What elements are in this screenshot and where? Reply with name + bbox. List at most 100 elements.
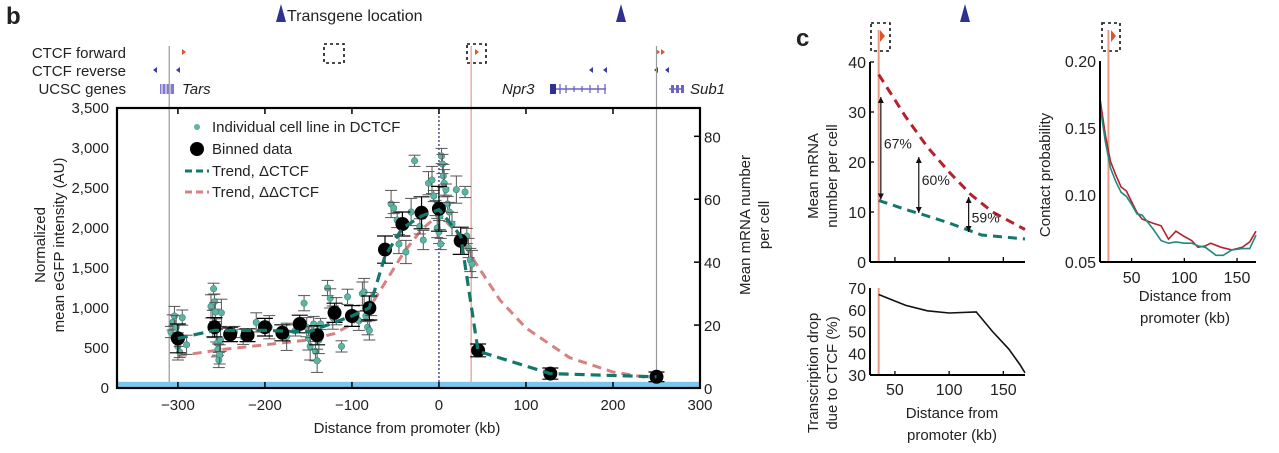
y2-tick-label: 40 [704, 255, 721, 272]
c-top-ylabel-line1: Mean mRNA [805, 133, 822, 219]
gene-tars-glyph [160, 84, 174, 94]
binned-point [453, 233, 468, 248]
individual-point [210, 285, 218, 293]
transgene-location-label: Transgene location [287, 8, 423, 25]
y-tick-label: 0.05 [1065, 255, 1096, 272]
x-tick-label: −200 [248, 397, 282, 414]
individual-point [438, 152, 446, 160]
individual-point [430, 192, 438, 200]
x-tick-label: −300 [161, 397, 195, 414]
y-tick-label: 30 [848, 368, 866, 385]
legend-label-trend-ddctcf: Trend, ΔΔCTCF [212, 184, 319, 201]
c-bottom-xlabel-line1: Distance from [906, 405, 999, 422]
arrowhead-up-icon [915, 157, 922, 163]
y-tick-label: 1,000 [71, 300, 109, 317]
x-tick-label: 50 [1123, 270, 1141, 287]
individual-point [324, 284, 332, 292]
x-tick-label: 100 [1171, 270, 1198, 287]
c-bottom-ylabel-line1: Transcription drop [805, 313, 822, 433]
individual-point [252, 318, 260, 326]
legend-label-binned: Binned data [212, 141, 293, 158]
x-tick-label: 50 [886, 382, 904, 399]
series-line-ΔΔCTCF [877, 73, 1026, 231]
individual-point [419, 236, 427, 244]
y-tick-label: 500 [84, 340, 109, 357]
annotation-label: 67% [884, 135, 912, 151]
binned-point [292, 317, 307, 331]
ctcf-reverse-icon [603, 67, 607, 73]
gene-label-sub1: Sub1 [690, 81, 725, 98]
c-right-ylabel: Contact probability [1037, 112, 1054, 237]
individual-point [442, 186, 450, 194]
x-tick-label: 100 [513, 397, 538, 414]
y-tick-label: 3,500 [71, 100, 109, 117]
ctcf-reverse-icon [153, 67, 157, 73]
trend-ddctcf-line [177, 212, 649, 380]
individual-point [395, 240, 403, 248]
panel-c-right-chart: 50 100 150 0.05 0.10 0.15 0.20 [1065, 30, 1257, 287]
individual-point [216, 350, 224, 358]
highlight-box [466, 43, 487, 64]
y-tick-label: 2,000 [71, 220, 109, 237]
arrowhead-up-icon [877, 97, 884, 103]
individual-point [313, 357, 321, 365]
transgene-marker-icon [276, 4, 286, 22]
series-line-teal [1099, 105, 1257, 257]
binned-point [378, 242, 393, 257]
x-tick-label: −100 [335, 397, 369, 414]
y-tick-label: 0.10 [1065, 188, 1096, 205]
x-tick-label: 100 [936, 382, 963, 399]
arrowhead-down-icon [965, 226, 972, 232]
individual-point [390, 204, 398, 212]
y-tick-label: 1,500 [71, 260, 109, 277]
arrowhead-up-icon [965, 197, 972, 203]
individual-point [439, 172, 447, 180]
gene-label-npr3: Npr3 [502, 81, 535, 98]
y-tick-label: 3,000 [71, 140, 109, 157]
highlight-box [870, 22, 891, 52]
ctcf-reverse-icon [176, 67, 180, 73]
panel-label-c: c [796, 25, 809, 52]
panel-c-top-chart: 67% 60% 59% 0 10 20 30 40 [848, 30, 1026, 272]
ctcf-reverse-marks [153, 67, 669, 73]
binned-point [395, 217, 410, 231]
y-tick-label: 60 [848, 303, 866, 320]
y2-tick-label: 80 [704, 129, 721, 146]
c-top-ylabel-line2: number per cell [824, 124, 841, 227]
legend-marker-binned [190, 142, 204, 156]
track-label-ctcf-forward: CTCF forward [32, 45, 126, 62]
y-tick-label: 30 [848, 105, 866, 122]
y-tick-label: 40 [848, 55, 866, 72]
c-right-xlabel-line2: promoter (kb) [1140, 310, 1230, 327]
y2-tick-label: 60 [704, 192, 721, 209]
y-tick-label: 2,500 [71, 180, 109, 197]
binned-point [275, 325, 290, 340]
y2-tick-label: 20 [704, 318, 721, 335]
ctcf-forward-icon [880, 30, 885, 42]
panel-b-chart: −300 −200 −100 0 100 200 30005001,0001,5002,00… [32, 46, 773, 437]
arrowhead-down-icon [915, 207, 922, 213]
individual-point [402, 248, 410, 256]
ctcf-forward-icon [661, 49, 665, 55]
individual-point [217, 309, 225, 317]
gene-sub1-glyph [669, 85, 684, 93]
x-axis-label: Distance from promoter (kb) [314, 420, 501, 437]
highlight-box [1101, 22, 1121, 52]
individual-point [306, 342, 314, 350]
individual-point [217, 336, 225, 344]
individual-point [468, 260, 476, 268]
individual-point [326, 294, 334, 302]
individual-point [411, 157, 419, 165]
panel-label-b: b [6, 3, 21, 30]
y-tick-label: 0.15 [1065, 121, 1096, 138]
plot-frame [115, 106, 702, 390]
highlight-box [323, 43, 345, 64]
y-tick-label: 0 [857, 255, 866, 272]
x-tick-label: 200 [600, 397, 625, 414]
legend: Individual cell line in DCTCF Binned dat… [185, 119, 400, 201]
y2-axis-label-line1: Mean mRNA number [737, 155, 754, 295]
individual-point [337, 342, 345, 350]
y2-axis-label-line2: per cell [756, 201, 773, 249]
baseline-band [117, 381, 700, 388]
